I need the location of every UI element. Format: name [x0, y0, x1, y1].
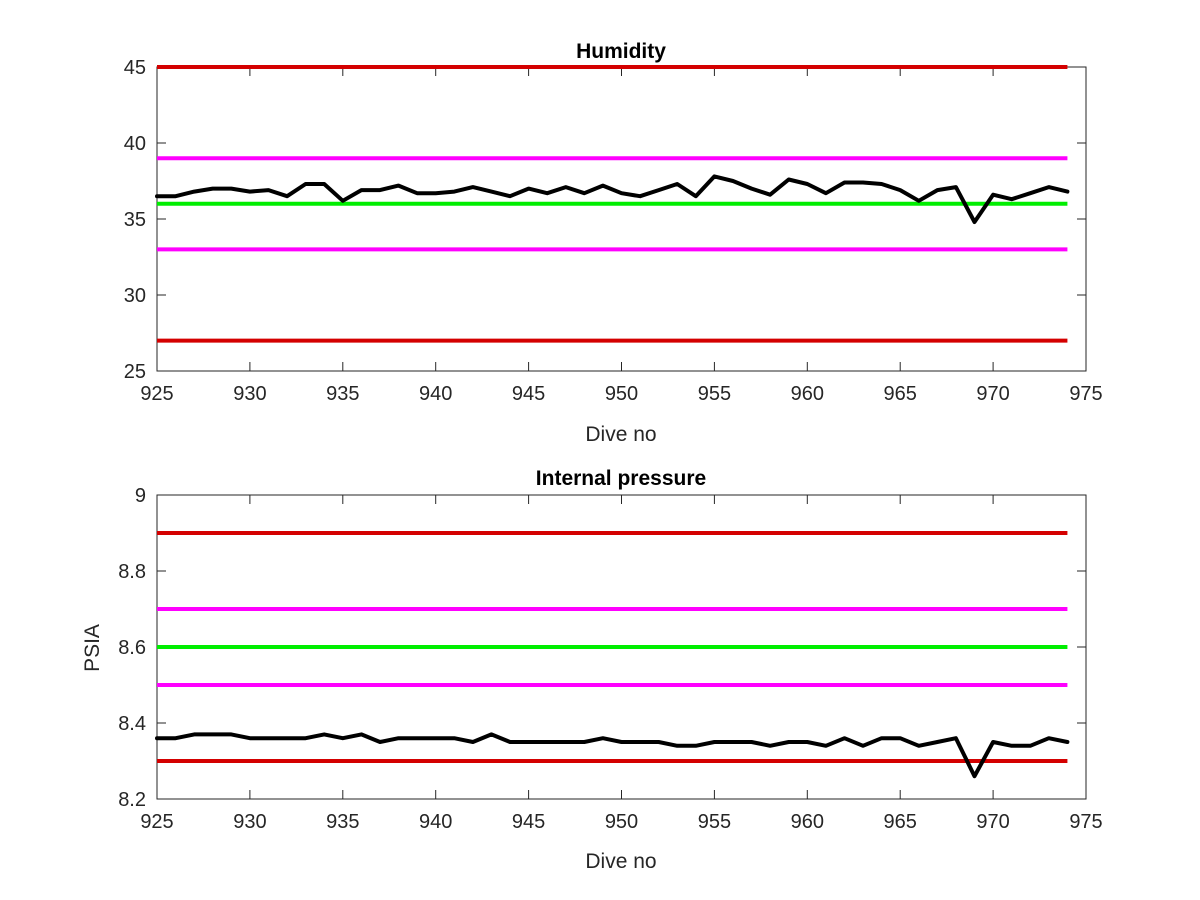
- internal-pressure-series-line: [155, 732, 1070, 779]
- humidity-plot-area: 925 930 935 940 945 950 955 960 965 970 975 25 30 35 4…: [124, 57, 1103, 405]
- humidity-x-tick-label: 935: [326, 383, 359, 405]
- internal-pressure-x-tick-label: 970: [976, 811, 1009, 833]
- internal-pressure-chart-title: Internal pressure: [536, 467, 706, 490]
- internal-pressure-y-tick-label: 9: [135, 485, 146, 507]
- humidity-y-tick-label: 45: [124, 57, 146, 79]
- humidity-x-tick-label: 965: [884, 383, 917, 405]
- internal-pressure-x-tick-label: 945: [512, 811, 545, 833]
- internal-pressure-y-tick-label: 8.8: [118, 561, 146, 583]
- internal-pressure-x-tick-label: 955: [698, 811, 731, 833]
- internal-pressure-x-tick-label: 930: [233, 811, 266, 833]
- humidity-y-tick-label: 25: [124, 361, 146, 383]
- humidity-x-axis-label: Dive no: [585, 423, 656, 446]
- humidity-x-tick-label: 940: [419, 383, 452, 405]
- humidity-chart-title: Humidity: [576, 40, 666, 63]
- humidity-x-tick-label: 975: [1069, 383, 1102, 405]
- internal-pressure-x-tick-label: 965: [884, 811, 917, 833]
- internal-pressure-y-axis-label: PSIA: [81, 624, 104, 672]
- humidity-x-tick-label: 945: [512, 383, 545, 405]
- internal-pressure-plot-area: 925 930 935 940 945 950 955 960 965 970 975 8.2 8.4 8…: [118, 485, 1103, 833]
- internal-pressure-x-tick-label: 950: [605, 811, 638, 833]
- internal-pressure-x-tick-label: 935: [326, 811, 359, 833]
- humidity-y-tick-label: 35: [124, 209, 146, 231]
- internal-pressure-x-tick-label: 960: [791, 811, 824, 833]
- humidity-x-tick-label: 955: [698, 383, 731, 405]
- humidity-y-tick-label: 30: [124, 285, 146, 307]
- internal-pressure-x-tick-label: 925: [140, 811, 173, 833]
- internal-pressure-x-tick-label: 940: [419, 811, 452, 833]
- humidity-x-tick-label: 950: [605, 383, 638, 405]
- humidity-x-tick-label: 960: [791, 383, 824, 405]
- humidity-x-tick-label: 970: [976, 383, 1009, 405]
- internal-pressure-x-tick-label: 975: [1069, 811, 1102, 833]
- internal-pressure-panel: Internal pressure 925 930 935 940 945 950 955 9…: [81, 467, 1103, 873]
- internal-pressure-x-axis-label: Dive no: [585, 850, 656, 873]
- humidity-series-line: [155, 174, 1070, 224]
- humidity-x-tick-label: 925: [140, 383, 173, 405]
- humidity-y-tick-label: 40: [124, 133, 146, 155]
- internal-pressure-y-tick-label: 8.4: [118, 713, 146, 735]
- humidity-panel: Humidity 925 930 935 940 945 950 955 960 965 970 9…: [124, 40, 1103, 446]
- internal-pressure-y-tick-label: 8.6: [118, 637, 146, 659]
- humidity-x-tick-label: 930: [233, 383, 266, 405]
- internal-pressure-y-tick-label: 8.2: [118, 789, 146, 811]
